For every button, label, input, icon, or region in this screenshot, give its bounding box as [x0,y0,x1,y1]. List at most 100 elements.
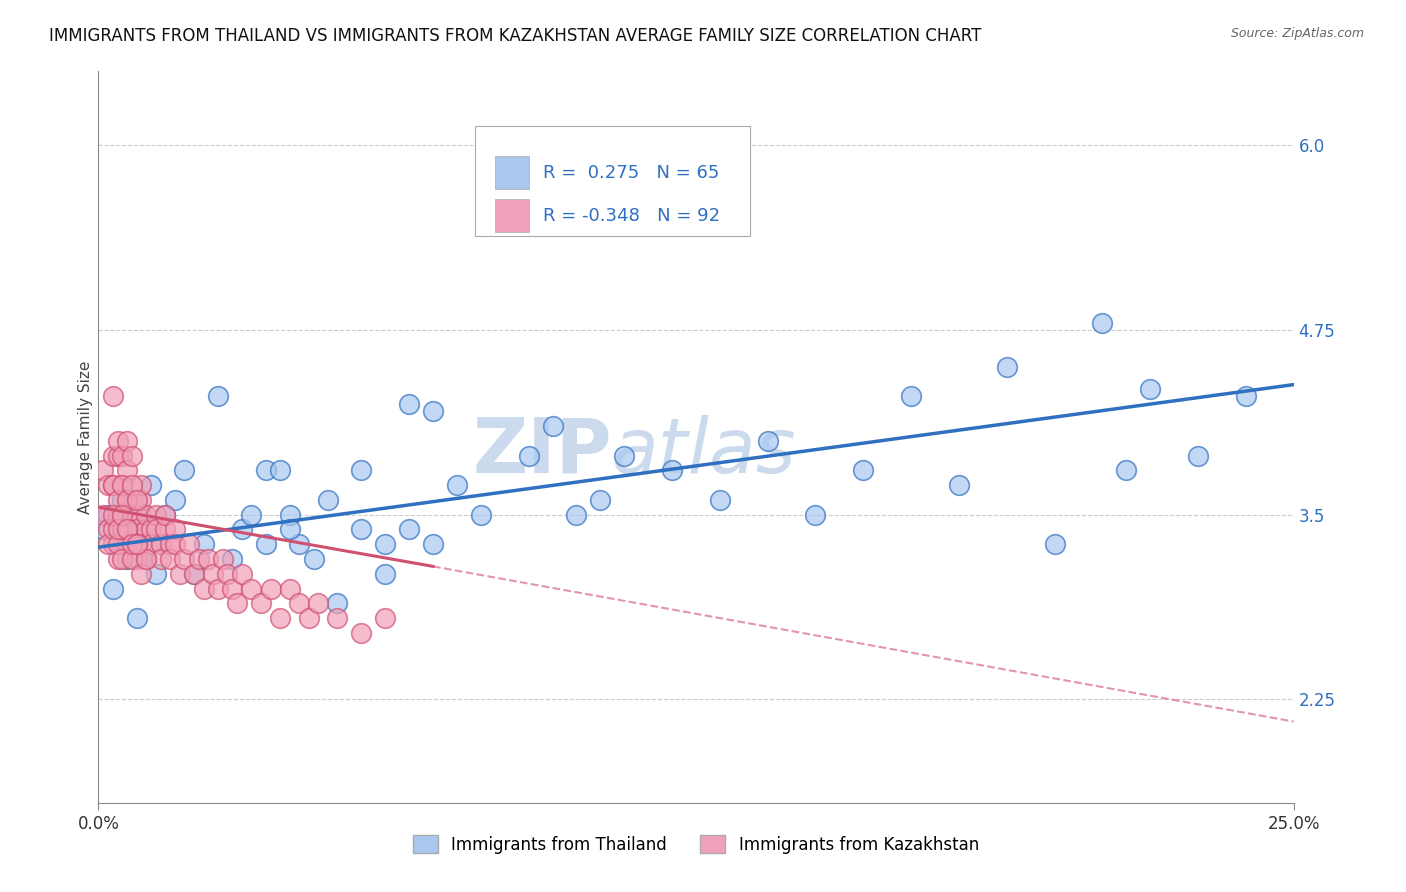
Point [350,625,373,640]
Point [139,523,162,537]
Point [278,582,301,596]
Point [101,582,124,596]
Point [211,552,233,566]
Legend: Immigrants from Thailand, Immigrants from Kazakhstan: Immigrants from Thailand, Immigrants fro… [406,829,986,860]
Point [135,552,157,566]
Point [97,537,120,551]
Point [135,552,157,566]
Point [155,508,177,522]
Point [145,523,167,537]
Point [374,611,396,625]
Point [107,537,129,551]
Bar [495,200,529,232]
Point [350,523,373,537]
Point [91,463,114,477]
Point [302,552,325,566]
Point [307,596,329,610]
Point [111,478,134,492]
Point [135,508,157,522]
Text: atlas: atlas [613,415,797,489]
Point [756,434,779,448]
Point [661,463,683,477]
Point [193,537,215,551]
Point [183,566,205,581]
Point [278,508,301,522]
Point [1115,463,1137,477]
Point [1139,382,1161,396]
Point [121,537,143,551]
Point [278,523,301,537]
Point [101,478,124,492]
Point [111,508,134,522]
Point [125,523,148,537]
Point [155,508,177,522]
Point [231,566,253,581]
Point [163,537,186,551]
Point [131,537,153,551]
Point [159,552,181,566]
Y-axis label: Average Family Size: Average Family Size [77,360,93,514]
Point [541,419,564,434]
Point [101,478,124,492]
Point [139,478,162,492]
Point [101,537,124,551]
Point [107,523,129,537]
Point [589,492,612,507]
Point [183,566,205,581]
Point [852,463,875,477]
Point [374,537,396,551]
Point [948,478,970,492]
Point [207,582,229,596]
Point [226,596,249,610]
Point [107,508,129,522]
Point [131,508,153,522]
Point [326,596,349,610]
Point [207,389,229,403]
Point [91,523,114,537]
Point [804,508,827,522]
Point [115,492,138,507]
Point [398,397,420,411]
Point [125,492,148,507]
Point [115,537,138,551]
Point [115,492,138,507]
Point [202,566,225,581]
Point [326,611,349,625]
Point [101,389,124,403]
Point [187,552,209,566]
Point [135,552,157,566]
Point [374,566,396,581]
Point [121,523,143,537]
Point [1234,389,1257,403]
Point [173,552,195,566]
Point [422,404,444,418]
Point [422,537,444,551]
Point [565,508,588,522]
Point [139,537,162,551]
Point [250,596,273,610]
Point [240,508,263,522]
Point [101,449,124,463]
Point [149,552,172,566]
Point [101,508,124,522]
Point [125,508,148,522]
Point [288,596,311,610]
Point [115,552,138,566]
Point [121,552,143,566]
Point [125,611,148,625]
Point [115,523,138,537]
Point [125,537,148,551]
Point [111,492,134,507]
Point [135,523,157,537]
Point [613,449,636,463]
Point [149,537,172,551]
Point [115,463,138,477]
Point [221,582,243,596]
Point [101,523,124,537]
Point [107,434,129,448]
Point [97,523,120,537]
Point [163,523,186,537]
Point [111,478,134,492]
Point [316,492,339,507]
Point [131,566,153,581]
